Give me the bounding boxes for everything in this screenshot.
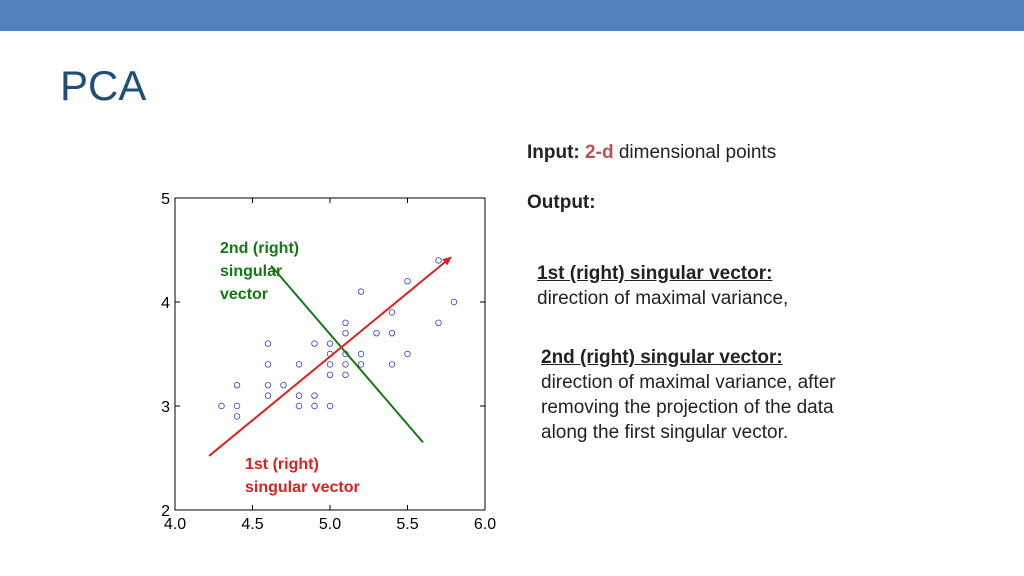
output-label: Output: <box>527 192 596 213</box>
data-point <box>373 329 380 337</box>
first-singular-vector-arrow <box>208 256 452 457</box>
data-point <box>388 361 396 368</box>
data-point <box>280 381 287 389</box>
pca-chart: 4.0 4.5 5.0 5.5 6.0 2 3 4 5 2nd (right) singular v… <box>150 185 510 545</box>
data-point <box>264 381 272 389</box>
input-description: Input: 2-d dimensional points <box>527 140 776 165</box>
data-point <box>311 392 318 399</box>
first-vector-label: 1st (right) <box>245 456 319 473</box>
data-point <box>450 298 458 306</box>
data-point <box>404 277 411 285</box>
data-point <box>233 413 241 420</box>
second-vector-description: 2nd (right) singular vector: direction o… <box>541 345 851 445</box>
data-point <box>326 340 334 347</box>
data-point <box>326 402 334 410</box>
data-point <box>357 288 365 295</box>
first-vector-label: singular vector <box>245 479 360 496</box>
second-vector-label: singular <box>220 263 282 280</box>
second-vector-body: direction of maximal variance, after rem… <box>541 372 836 443</box>
data-point <box>264 392 272 399</box>
second-vector-label: 2nd (right) <box>220 240 299 257</box>
data-point <box>342 319 349 326</box>
input-rest-text: dimensional points <box>613 142 777 163</box>
data-point <box>326 361 334 368</box>
data-point <box>388 309 396 316</box>
data-point <box>295 361 303 368</box>
second-vector-label: vector <box>220 286 268 303</box>
data-point <box>342 371 349 378</box>
data-point <box>435 319 442 326</box>
x-tick-label: 5.5 <box>396 516 418 533</box>
data-point <box>233 402 241 410</box>
x-tick-label: 4.0 <box>164 516 186 533</box>
x-tick-label: 6.0 <box>474 516 496 533</box>
data-point <box>295 402 303 410</box>
data-point <box>264 361 272 368</box>
x-tick-label: 5.0 <box>319 516 341 533</box>
y-tick-label: 3 <box>161 399 170 416</box>
input-label: Input: <box>527 142 580 163</box>
data-point <box>295 392 303 399</box>
data-point <box>435 257 442 264</box>
first-vector-description: 1st (right) singular vector: direction o… <box>537 261 857 311</box>
data-point <box>264 340 272 347</box>
top-accent-bar <box>0 0 1024 31</box>
data-point <box>326 371 334 378</box>
y-tick-label: 2 <box>161 503 170 520</box>
x-tick-label: 4.5 <box>241 516 263 533</box>
data-point <box>311 402 318 410</box>
data-point <box>218 402 225 410</box>
first-vector-header: 1st (right) singular vector: <box>537 263 773 284</box>
first-vector-body: direction of maximal variance, <box>537 288 789 309</box>
data-point <box>357 361 365 368</box>
y-tick-label: 5 <box>161 191 170 208</box>
slide-title: PCA <box>60 62 147 109</box>
data-point <box>404 350 411 358</box>
second-vector-header: 2nd (right) singular vector: <box>541 347 783 368</box>
scatter-plot: 4.0 4.5 5.0 5.5 6.0 2 3 4 5 2nd (right) singular v… <box>161 191 496 533</box>
data-point <box>342 361 349 368</box>
data-point <box>388 329 396 337</box>
y-tick-label: 4 <box>161 295 170 312</box>
data-point <box>233 381 241 389</box>
input-dimension-highlight: 2-d <box>585 142 614 163</box>
data-point <box>311 340 318 347</box>
data-point <box>342 329 349 337</box>
second-singular-vector-line <box>270 264 424 444</box>
data-point <box>357 350 365 358</box>
